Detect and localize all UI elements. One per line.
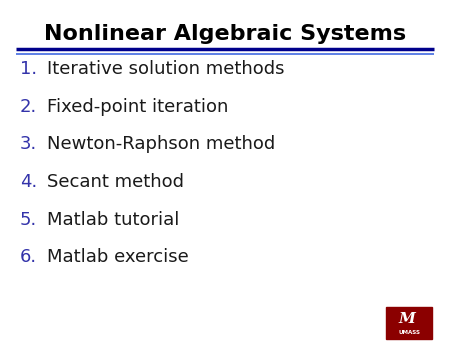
Text: M: M xyxy=(398,312,415,326)
Text: 2.: 2. xyxy=(20,97,37,116)
Text: Iterative solution methods: Iterative solution methods xyxy=(47,60,284,78)
Text: 6.: 6. xyxy=(20,248,37,266)
Text: 4.: 4. xyxy=(20,173,37,191)
Text: Secant method: Secant method xyxy=(47,173,184,191)
Text: Matlab exercise: Matlab exercise xyxy=(47,248,189,266)
Text: 5.: 5. xyxy=(20,211,37,229)
Text: Matlab tutorial: Matlab tutorial xyxy=(47,211,179,229)
FancyBboxPatch shape xyxy=(386,307,432,339)
Text: UMASS: UMASS xyxy=(398,330,420,335)
Text: Fixed-point iteration: Fixed-point iteration xyxy=(47,97,228,116)
Text: 3.: 3. xyxy=(20,135,37,153)
Text: Newton-Raphson method: Newton-Raphson method xyxy=(47,135,275,153)
Text: 1.: 1. xyxy=(20,60,37,78)
Text: Nonlinear Algebraic Systems: Nonlinear Algebraic Systems xyxy=(44,24,406,44)
